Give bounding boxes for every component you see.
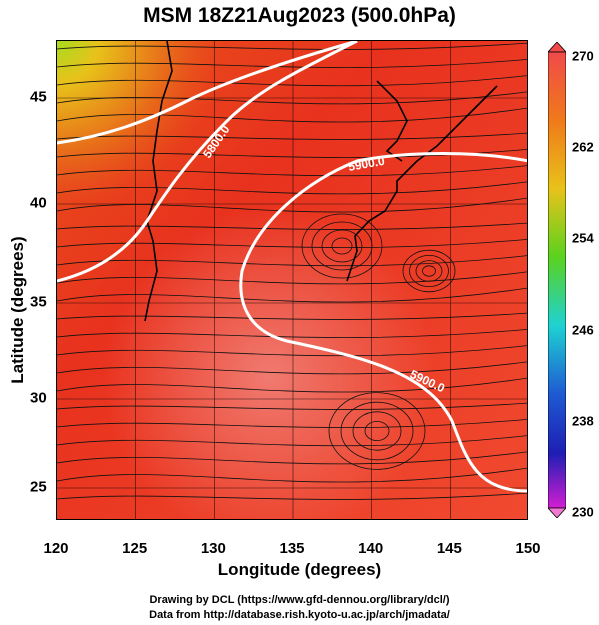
- y-tick-label: 40: [30, 194, 47, 212]
- contour-line-5800: [57, 41, 358, 283]
- colorbar-tick-label: 270: [572, 48, 594, 64]
- chart-title: MSM 18Z21Aug2023 (500.0hPa): [143, 4, 456, 27]
- colorbar-tick-label: 238: [572, 413, 594, 429]
- colorbar-tick-label: 262: [572, 139, 594, 155]
- y-tick-label: 25: [30, 478, 47, 496]
- y-axis-label: Latitude (degrees): [8, 236, 27, 384]
- japan-coastline: [346, 85, 498, 282]
- contour-label: 5900.0: [347, 154, 386, 174]
- x-tick-label: 135: [279, 540, 305, 557]
- x-tick-label: 120: [43, 540, 69, 557]
- contour-line-5800-north: [57, 41, 358, 145]
- sakhalin-coastline: [376, 80, 408, 162]
- x-tick-label: 125: [122, 540, 148, 557]
- colorbar-tick-label: 230: [572, 504, 594, 520]
- y-tick-label: 30: [30, 389, 47, 407]
- x-axis-label: Longitude (degrees): [217, 560, 382, 579]
- x-tick-label: 150: [515, 540, 541, 557]
- colorbar: [548, 42, 566, 518]
- y-tick-label: 45: [30, 88, 47, 106]
- continental-coastline: [144, 41, 173, 322]
- footer-drawing-credit: Drawing by DCL (https://www.gfd-dennou.o…: [149, 594, 450, 606]
- x-tick-label: 130: [200, 540, 226, 557]
- map-plot-area: 5800.0 5900.0 5900.0: [56, 40, 528, 520]
- y-tick-label: 35: [30, 293, 47, 311]
- colorbar-tick-label: 246: [572, 322, 594, 338]
- colorbar-tick-label: 254: [572, 230, 594, 246]
- x-tick-label: 145: [436, 540, 462, 557]
- footer-data-credit: Data from http://database.rish.kyoto-u.a…: [149, 609, 450, 621]
- x-tick-label: 140: [358, 540, 384, 557]
- contour-line-5900: [239, 152, 527, 493]
